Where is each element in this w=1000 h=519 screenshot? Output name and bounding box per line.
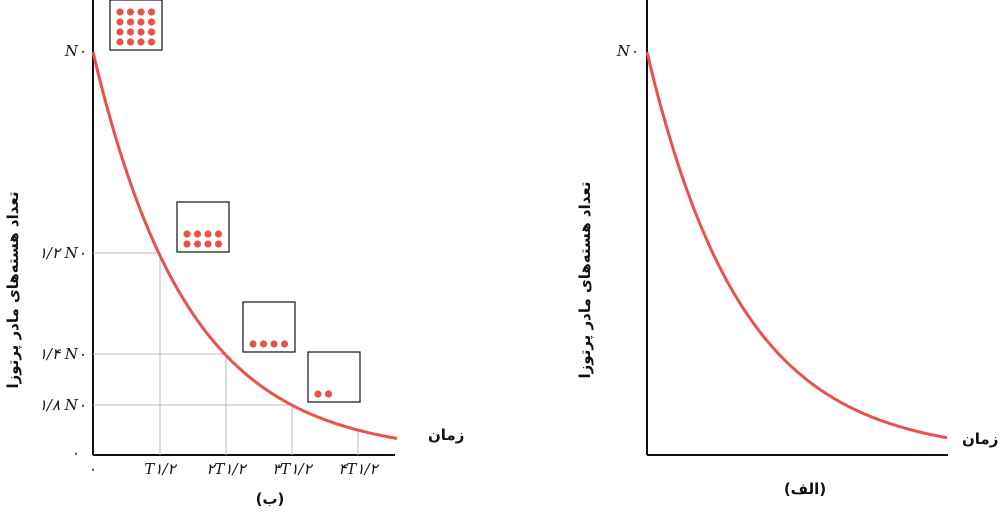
x-axis-label: زمان bbox=[428, 426, 464, 444]
nucleus-dot bbox=[324, 390, 333, 398]
nucleus-dot bbox=[126, 18, 135, 26]
x-tick-label: ۳T۱/۲ bbox=[272, 460, 313, 478]
caption: (ب) bbox=[256, 490, 285, 508]
nucleus-dot bbox=[214, 240, 223, 248]
nucleus-dot bbox=[280, 340, 289, 348]
y-tick-label: N۰ bbox=[64, 42, 86, 60]
y-axis-label: تعداد هسته‌های مادر پرتوزا bbox=[576, 182, 595, 379]
nucleus-dot bbox=[126, 38, 135, 46]
x-tick-label: ۲T۱/۲ bbox=[206, 460, 247, 478]
x-axis-label: زمان bbox=[962, 430, 998, 448]
nucleus-dot bbox=[193, 230, 202, 238]
nucleus-dot bbox=[147, 18, 156, 26]
nucleus-dot bbox=[270, 340, 278, 348]
nucleus-dot bbox=[137, 38, 145, 46]
nucleus-dot bbox=[259, 340, 268, 348]
x-tick-label: ۰ bbox=[89, 460, 97, 478]
caption: (الف) bbox=[784, 480, 826, 498]
nucleus-dot bbox=[147, 28, 156, 36]
nucleus-dot bbox=[183, 240, 191, 248]
nucleus-dot bbox=[126, 8, 135, 16]
nucleus-dot bbox=[137, 8, 145, 16]
y-axis-label: تعداد هسته‌های مادر پرتوزا bbox=[4, 192, 23, 389]
y-tick-label: ۰ bbox=[72, 444, 80, 462]
nucleus-dot bbox=[183, 230, 191, 238]
x-tick-label: ۴T۱/۲ bbox=[338, 460, 379, 478]
y-tick-label: N۰ bbox=[616, 42, 638, 60]
nucleus-dot bbox=[204, 240, 212, 248]
nucleus-dot bbox=[314, 390, 322, 398]
nucleus-dot bbox=[147, 8, 156, 16]
nucleus-dot bbox=[249, 340, 257, 348]
nucleus-dot bbox=[126, 28, 135, 36]
nucleus-dot bbox=[214, 230, 223, 238]
y-tick-label: ۱/۴ N۰ bbox=[39, 345, 86, 363]
nucleus-dot bbox=[204, 230, 212, 238]
nucleus-dot bbox=[147, 38, 156, 46]
nucleus-dot bbox=[137, 28, 145, 36]
nucleus-dot bbox=[116, 28, 124, 36]
nucleus-dot bbox=[116, 8, 124, 16]
nucleus-dot bbox=[137, 18, 145, 26]
decay-curve bbox=[91, 51, 398, 440]
x-tick-label: T۱/۲ bbox=[144, 460, 177, 478]
nucleus-dot bbox=[116, 18, 124, 26]
decay-curve bbox=[645, 51, 948, 440]
nucleus-dot bbox=[193, 240, 202, 248]
nucleus-dot bbox=[116, 38, 124, 46]
y-tick-label: ۱/۲ N۰ bbox=[39, 244, 86, 262]
y-tick-label: ۱/۸ N۰ bbox=[39, 396, 86, 414]
